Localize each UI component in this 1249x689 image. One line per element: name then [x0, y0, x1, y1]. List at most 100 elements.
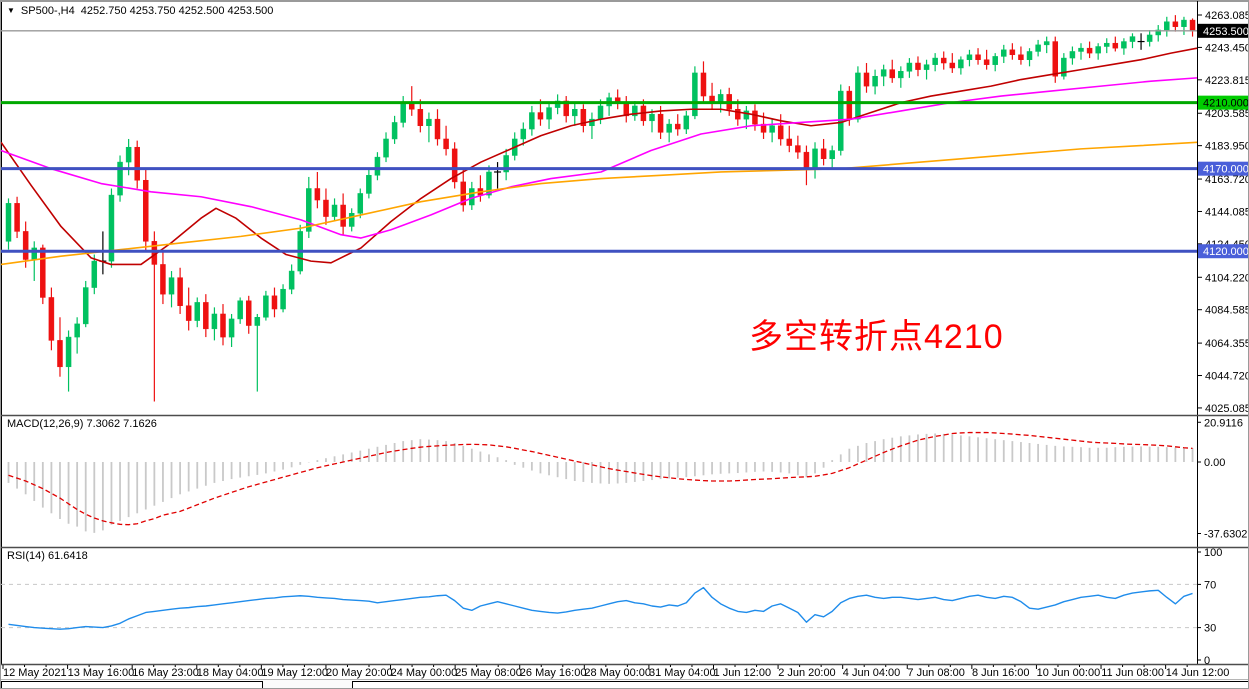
- time-axis-label: 25 May 08:00: [455, 667, 522, 679]
- candle-body: [1069, 51, 1076, 59]
- rsi-axis-label: 70: [1204, 579, 1216, 591]
- horizontal-scrollbar[interactable]: [1, 680, 1248, 688]
- candle-body: [503, 155, 509, 173]
- price-axis-label: 4223.815: [1205, 75, 1249, 87]
- candle-body: [949, 62, 956, 69]
- candle-body: [263, 295, 269, 318]
- candle-body: [254, 317, 261, 326]
- candle-body: [1001, 49, 1007, 57]
- time-axis-label: 12 May 2021: [3, 667, 67, 679]
- candle-body: [906, 62, 913, 72]
- candle-body: [65, 336, 72, 368]
- current-price-badge-text: 4253.500: [1203, 26, 1249, 38]
- candle-body: [597, 105, 604, 120]
- candle-body: [323, 199, 329, 217]
- ma-slow-line: [1, 141, 1198, 266]
- candle-body: [735, 108, 741, 120]
- blue-level-badge-4120-text: 4120.000: [1203, 246, 1249, 258]
- candle-body: [91, 260, 98, 288]
- time-axis-label: 1 Jun 12:00: [713, 667, 772, 679]
- candle-body: [1018, 54, 1024, 60]
- chevron-down-icon[interactable]: ▼: [7, 5, 15, 15]
- candle-body: [451, 148, 458, 183]
- candle-body: [554, 100, 561, 108]
- candle-body: [220, 313, 226, 338]
- candle-body: [975, 54, 981, 60]
- candle-body: [940, 57, 947, 64]
- rsi-axis-label: 30: [1204, 623, 1216, 635]
- time-axis-label: 14 Jun 12:00: [1165, 667, 1230, 679]
- candle-body: [177, 277, 183, 306]
- candle-body: [280, 288, 286, 310]
- time-axis-label: 8 Jun 16:00: [972, 667, 1030, 679]
- candle-body: [245, 300, 252, 326]
- candle-body: [580, 108, 587, 127]
- candle-body: [340, 204, 346, 227]
- time-axis-label: 26 May 16:00: [519, 667, 587, 679]
- ma-fast-line: [1, 47, 1198, 266]
- time-axis-label: 4 Jun 04:00: [842, 667, 901, 679]
- candle-body: [812, 148, 818, 169]
- price-axis-label: 4203.585: [1205, 108, 1249, 120]
- candle-body: [203, 302, 209, 330]
- price-axis-label: 4084.585: [1205, 305, 1249, 317]
- candle-body: [1129, 36, 1136, 42]
- macd-axis-label: 20.9116: [1204, 417, 1243, 429]
- price-axis-label: 4064.355: [1205, 338, 1249, 350]
- candle-body: [57, 340, 63, 368]
- candle-body: [958, 59, 964, 69]
- candle-body: [117, 161, 123, 196]
- time-axis-label: 31 May 04:00: [649, 667, 716, 679]
- blue-level-badge-4170-text: 4170.000: [1203, 164, 1249, 176]
- time-axis-label: 2 Jun 20:00: [778, 667, 836, 679]
- scrollbar-track-left[interactable]: [1, 681, 263, 688]
- candle-body: [194, 302, 201, 321]
- candle-body: [237, 300, 243, 320]
- time-axis-label: 13 May 16:00: [67, 667, 135, 679]
- time-axis-label: 11 Jun 08:00: [1101, 667, 1164, 679]
- current-price-badge: [1198, 23, 1248, 38]
- candle-body: [185, 305, 192, 321]
- ma-mid-line: [1, 77, 1198, 239]
- candle-body: [1164, 21, 1170, 31]
- candle-body: [357, 193, 364, 214]
- chart-text-annotation: 多空转折点4210: [749, 318, 1004, 356]
- candle-body: [1146, 34, 1153, 42]
- candle-body: [769, 125, 775, 133]
- candle-body: [1078, 47, 1084, 52]
- candle-body: [391, 122, 398, 140]
- candle-body: [486, 171, 492, 196]
- price-axis-label: 4025.085: [1205, 403, 1249, 415]
- candle-body: [563, 100, 569, 117]
- candle-body: [1052, 41, 1059, 77]
- candle-body: [443, 138, 449, 150]
- candle-body: [22, 231, 29, 260]
- candle-body: [795, 145, 801, 153]
- price-axis-label: 4044.720: [1205, 371, 1249, 383]
- price-axis-label: 4104.220: [1205, 272, 1249, 284]
- time-axis: 12 May 2021 13 May 16:00 16 May 23:00 18 Ma…: [1, 666, 1248, 680]
- scrollbar-track-right[interactable]: [352, 681, 1248, 688]
- candle-body: [168, 277, 175, 295]
- candle-body: [1103, 42, 1110, 47]
- candle-body: [1121, 41, 1127, 49]
- candle-body: [1035, 44, 1041, 52]
- symbol-period-label: SP500-,H4: [20, 5, 75, 17]
- green-level-badge: [1198, 95, 1248, 110]
- candle-body: [1061, 57, 1067, 77]
- candle-body: [520, 128, 527, 140]
- candle-body: [348, 213, 355, 227]
- candle-body: [872, 75, 878, 87]
- candle-body: [829, 150, 835, 160]
- candle-body: [743, 110, 750, 120]
- rsi-axis-label: 0: [1204, 655, 1210, 667]
- candle-body: [1181, 19, 1187, 27]
- candle-body: [1112, 42, 1119, 49]
- candle-body: [820, 148, 827, 160]
- candle-body: [426, 118, 432, 127]
- candle-body: [374, 156, 381, 176]
- candle-body: [143, 179, 149, 242]
- candle-body: [846, 90, 853, 120]
- time-axis-label: 16 May 23:00: [132, 667, 199, 679]
